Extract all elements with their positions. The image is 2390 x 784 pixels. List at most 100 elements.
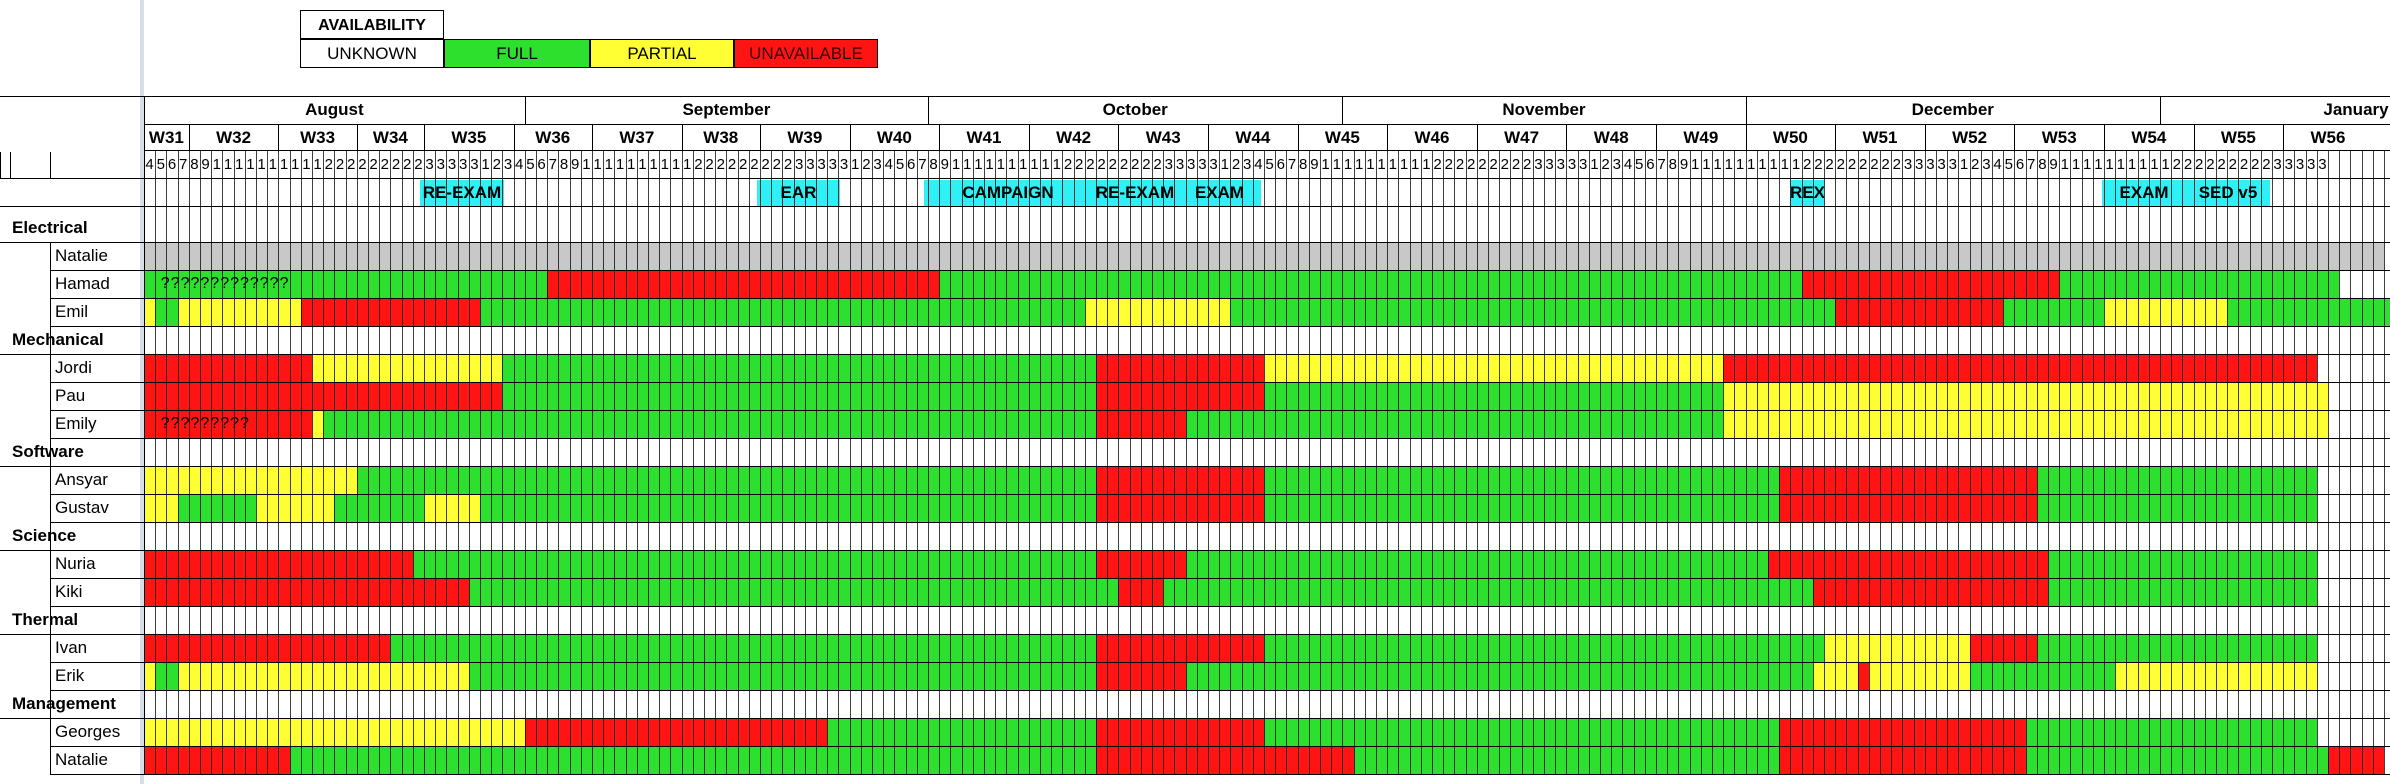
availability-bar[interactable] xyxy=(1969,663,2116,690)
availability-bar[interactable] xyxy=(2104,299,2228,326)
column-gridline xyxy=(2372,150,2374,774)
availability-bar[interactable] xyxy=(502,383,1096,410)
availability-bar[interactable] xyxy=(412,551,1096,578)
availability-bar[interactable] xyxy=(939,271,1802,298)
day-number: 1 xyxy=(212,156,221,173)
day-number: 1 xyxy=(1735,156,1745,173)
day-number: 1 xyxy=(1052,156,1061,173)
availability-bar[interactable] xyxy=(1768,551,2048,578)
day-number: 3 xyxy=(1164,156,1173,173)
availability-bar[interactable] xyxy=(2036,635,2317,662)
availability-bar[interactable] xyxy=(1118,579,1164,606)
member-name: Jordi xyxy=(55,358,92,377)
column-gridline xyxy=(995,150,997,774)
availability-bar[interactable] xyxy=(1779,719,2026,746)
availability-bar[interactable] xyxy=(2115,663,2317,690)
column-gridline xyxy=(569,150,571,774)
week-divider xyxy=(849,124,851,150)
column-gridline xyxy=(984,150,985,774)
availability-bar[interactable] xyxy=(177,495,256,522)
availability-bar[interactable] xyxy=(424,495,480,522)
day-number: 2 xyxy=(1892,156,1901,173)
availability-bar[interactable] xyxy=(1264,383,1724,410)
availability-bar[interactable] xyxy=(155,299,178,326)
day-number: 1 xyxy=(1019,156,1028,173)
availability-bar[interactable] xyxy=(2036,495,2317,522)
day-number: 5 xyxy=(2004,156,2013,173)
availability-bar[interactable] xyxy=(1812,579,2048,606)
availability-bar[interactable] xyxy=(1868,663,1970,690)
availability-bar[interactable] xyxy=(144,747,290,774)
availability-bar[interactable] xyxy=(256,495,335,522)
availability-bar[interactable] xyxy=(1096,495,1264,522)
availability-bar[interactable] xyxy=(390,635,1096,662)
availability-bar[interactable] xyxy=(1801,271,2060,298)
availability-bar[interactable] xyxy=(1723,383,2328,410)
availability-bar[interactable] xyxy=(2025,747,2328,774)
day-number: 3 xyxy=(436,156,445,173)
availability-bar[interactable] xyxy=(1779,467,2037,494)
column-gridline xyxy=(838,150,840,774)
availability-bar[interactable] xyxy=(1779,495,2037,522)
day-number: 1 xyxy=(660,156,669,173)
availability-bar[interactable] xyxy=(1824,635,1970,662)
availability-bar[interactable] xyxy=(312,411,324,438)
availability-bar[interactable] xyxy=(524,719,828,746)
availability-bar[interactable] xyxy=(144,299,156,326)
column-gridline xyxy=(2350,150,2352,774)
availability-bar[interactable] xyxy=(1857,663,1869,690)
availability-bar[interactable] xyxy=(144,663,156,690)
availability-bar[interactable] xyxy=(1185,551,1768,578)
availability-bar[interactable] xyxy=(144,467,357,494)
availability-bar[interactable] xyxy=(502,355,1096,382)
availability-bar[interactable] xyxy=(144,411,312,438)
column-gridline xyxy=(1678,150,1680,774)
column-gridline xyxy=(1600,150,1601,774)
availability-bar[interactable] xyxy=(2036,467,2317,494)
availability-bar[interactable] xyxy=(323,411,1096,438)
day-number: 4 xyxy=(884,156,893,173)
day-number: 9 xyxy=(571,156,580,173)
availability-bar[interactable] xyxy=(1096,355,1264,382)
availability-bar[interactable] xyxy=(827,719,1096,746)
availability-bar[interactable] xyxy=(144,355,312,382)
availability-bar[interactable] xyxy=(144,579,469,606)
availability-bar[interactable] xyxy=(177,299,301,326)
week-header: W53 xyxy=(2041,128,2077,147)
availability-bar[interactable] xyxy=(480,495,1096,522)
availability-bar[interactable] xyxy=(1096,383,1264,410)
availability-bar[interactable] xyxy=(144,495,178,522)
availability-bar[interactable] xyxy=(1096,467,1264,494)
availability-bar[interactable] xyxy=(312,355,503,382)
availability-bar[interactable] xyxy=(1096,719,1264,746)
availability-bar[interactable] xyxy=(1723,355,2317,382)
availability-bar[interactable] xyxy=(2227,299,2390,326)
day-number: 1 xyxy=(671,156,681,173)
column-gridline xyxy=(166,150,168,774)
day-number: 3 xyxy=(806,156,815,173)
availability-bar[interactable] xyxy=(2003,299,2104,326)
availability-bar[interactable] xyxy=(2328,747,2384,774)
availability-bar[interactable] xyxy=(547,271,940,298)
column-gridline xyxy=(177,150,179,774)
legend-full: FULL xyxy=(444,39,590,68)
availability-bar[interactable] xyxy=(1835,299,2004,326)
availability-bar[interactable] xyxy=(1264,355,1724,382)
availability-bar[interactable] xyxy=(2059,271,2340,298)
availability-bar[interactable] xyxy=(1096,747,1354,774)
availability-bar[interactable] xyxy=(1084,299,1231,326)
day-number: 2 xyxy=(1444,156,1453,173)
column-gridline xyxy=(1275,150,1277,774)
availability-bar[interactable] xyxy=(1723,411,2328,438)
column-gridline xyxy=(2283,150,2285,774)
day-number: 3 xyxy=(1903,156,1913,173)
day-number: 1 xyxy=(1791,156,1801,173)
availability-bar[interactable] xyxy=(1779,747,2026,774)
availability-bar[interactable] xyxy=(155,663,178,690)
availability-bar[interactable] xyxy=(1163,579,1813,606)
day-number: 1 xyxy=(2116,156,2125,173)
day-number: 1 xyxy=(1780,156,1789,173)
availability-bar[interactable] xyxy=(289,747,1096,774)
availability-bar[interactable] xyxy=(1096,635,1264,662)
